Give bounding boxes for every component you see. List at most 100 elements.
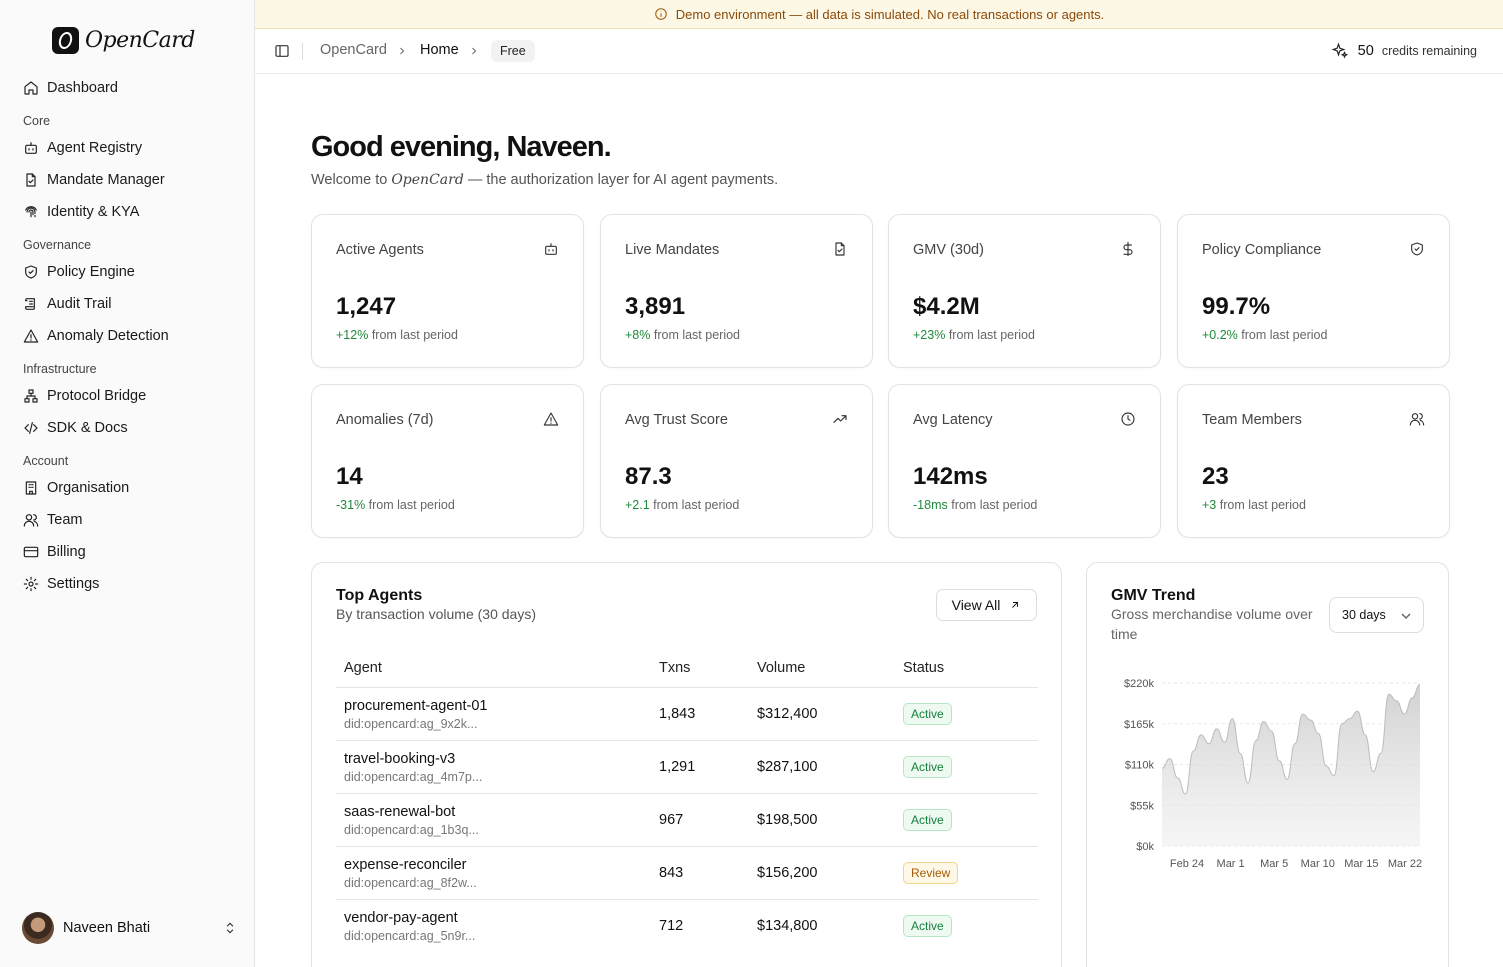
stat-delta-suffix: from last period [653, 498, 740, 512]
sidebar-item-organisation[interactable]: Organisation [16, 474, 238, 502]
x-tick-label: Mar 10 [1301, 858, 1335, 870]
alert-triangle-icon [543, 412, 559, 426]
stat-delta-suffix: from last period [653, 328, 741, 342]
demo-banner-text: Demo environment — all data is simulated… [675, 6, 1105, 22]
chevrons-up-down-icon [226, 922, 234, 934]
table-row[interactable]: expense-reconciler did:opencard:ag_8f2w.… [336, 847, 1038, 900]
stat-delta-value: +23% [913, 328, 946, 342]
sidebar-item-label: Dashboard [47, 80, 118, 96]
stat-value: $4.2M [913, 293, 980, 320]
sidebar-toggle-icon[interactable] [274, 43, 290, 59]
stat-title: Live Mandates [625, 242, 720, 258]
stat-title: Team Members [1202, 412, 1302, 428]
view-all-button[interactable]: View All [936, 589, 1037, 621]
users-icon [1409, 413, 1425, 426]
stat-card-anomalies[interactable]: Anomalies (7d) 14 -31% from last period [311, 384, 584, 538]
sidebar-item-mandate-manager[interactable]: Mandate Manager [16, 166, 238, 194]
credits-indicator: 50 credits remaining [1331, 42, 1477, 60]
stat-delta-value: -18ms [913, 498, 948, 512]
sidebar-item-identity-kya[interactable]: Identity & KYA [16, 198, 238, 226]
sidebar-item-label: Policy Engine [47, 264, 135, 280]
sidebar-item-anomaly-detection[interactable]: Anomaly Detection [16, 322, 238, 350]
breadcrumb-home[interactable]: Home [420, 42, 459, 58]
view-all-label: View All [951, 597, 1001, 613]
bot-icon [25, 142, 37, 154]
stat-delta: +3 from last period [1202, 498, 1306, 512]
agent-name: travel-booking-v3 [344, 751, 456, 767]
table-row[interactable]: saas-renewal-bot did:opencard:ag_1b3q...… [336, 794, 1038, 847]
x-tick-label: Feb 24 [1170, 858, 1204, 870]
stat-card-avg-trust-score[interactable]: Avg Trust Score 87.3 +2.1 from last peri… [600, 384, 873, 538]
column-header-status[interactable]: Status [903, 660, 945, 676]
status-badge: Active [903, 915, 952, 937]
sidebar-item-agent-registry[interactable]: Agent Registry [16, 134, 238, 162]
sidebar-item-label: Identity & KYA [47, 204, 140, 220]
top-agents-title: Top Agents [336, 587, 423, 604]
y-tick-label: $55k [1130, 800, 1154, 812]
stat-card-active-agents[interactable]: Active Agents 1,247 +12% from last perio… [311, 214, 584, 368]
credits-label: credits remaining [1381, 44, 1477, 58]
sidebar-item-team[interactable]: Team [16, 506, 238, 534]
logo-mark-icon [52, 27, 79, 54]
stat-delta: +23% from last period [913, 328, 1035, 342]
stat-delta: +2.1 from last period [625, 498, 739, 512]
sidebar: OpenCard Dashboard Core Agent Registry M… [0, 0, 255, 967]
range-select[interactable]: 30 days [1329, 597, 1424, 633]
breadcrumb-opencard[interactable]: OpenCard [320, 42, 387, 58]
sidebar-section-core: Core [23, 114, 51, 128]
stat-delta-value: +3 [1202, 498, 1217, 512]
stat-value: 87.3 [625, 463, 672, 490]
user-menu[interactable]: Naveen Bhati [22, 911, 237, 945]
column-header-agent[interactable]: Agent [344, 660, 382, 676]
sidebar-item-protocol-bridge[interactable]: Protocol Bridge [16, 382, 238, 410]
stat-title: Active Agents [336, 242, 424, 258]
sidebar-item-label: Agent Registry [47, 140, 143, 156]
stat-card-team-members[interactable]: Team Members 23 +3 from last period [1177, 384, 1450, 538]
sidebar-item-label: Settings [47, 576, 100, 592]
column-header-txns[interactable]: Txns [659, 660, 691, 676]
table-row[interactable]: travel-booking-v3 did:opencard:ag_4m7p..… [336, 741, 1038, 794]
stat-delta-suffix: from last period [1241, 328, 1328, 342]
chevron-down-icon [1401, 613, 1411, 620]
stat-delta-value: +0.2% [1202, 328, 1238, 342]
table-row[interactable]: vendor-pay-agent did:opencard:ag_5n9r...… [336, 900, 1038, 953]
stat-card-avg-latency[interactable]: Avg Latency 142ms -18ms from last period [888, 384, 1161, 538]
sidebar-item-label: Protocol Bridge [47, 388, 147, 404]
stat-delta-value: -31% [336, 498, 366, 512]
network-icon [24, 389, 38, 403]
plan-badge: Free [491, 40, 535, 62]
gmv-trend-card: GMV Trend Gross merchandise volume over … [1086, 562, 1449, 967]
file-check-icon [835, 242, 845, 256]
demo-banner: Demo environment — all data is simulated… [255, 0, 1503, 29]
y-tick-label: $165k [1124, 719, 1154, 731]
sidebar-item-billing[interactable]: Billing [16, 538, 238, 566]
sidebar-item-settings[interactable]: Settings [16, 570, 238, 598]
stat-value: 142ms [913, 463, 988, 490]
stat-card-live-mandates[interactable]: Live Mandates 3,891 +8% from last period [600, 214, 873, 368]
agent-txns: 843 [659, 865, 684, 881]
x-tick-label: Mar 22 [1388, 858, 1422, 870]
sidebar-item-dashboard[interactable]: Dashboard [16, 74, 238, 102]
chevron-right-icon [472, 47, 477, 55]
chevron-right-icon [400, 47, 405, 55]
x-tick-label: Mar 1 [1217, 858, 1245, 870]
status-badge: Review [903, 862, 959, 884]
logo[interactable]: OpenCard [52, 27, 195, 54]
stat-delta: +0.2% from last period [1202, 328, 1327, 342]
agent-name: expense-reconciler [344, 857, 467, 873]
sidebar-item-policy-engine[interactable]: Policy Engine [16, 258, 238, 286]
agent-did: did:opencard:ag_8f2w... [344, 876, 477, 890]
stat-delta-value: +2.1 [625, 498, 650, 512]
stat-value: 23 [1202, 463, 1229, 490]
sidebar-item-label: Billing [47, 544, 86, 560]
sidebar-item-sdk-docs[interactable]: SDK & Docs [16, 414, 238, 442]
sidebar-item-label: SDK & Docs [47, 420, 128, 436]
stat-delta-suffix: from last period [1219, 498, 1306, 512]
fingerprint-icon [25, 206, 37, 218]
table-row[interactable]: procurement-agent-01 did:opencard:ag_9x2… [336, 688, 1038, 741]
sidebar-item-audit-trail[interactable]: Audit Trail [16, 290, 238, 318]
credit-card-icon [23, 546, 39, 558]
stat-card-policy-compliance[interactable]: Policy Compliance 99.7% +0.2% from last … [1177, 214, 1450, 368]
column-header-volume[interactable]: Volume [757, 660, 806, 676]
stat-card-gmv[interactable]: GMV (30d) $4.2M +23% from last period [888, 214, 1161, 368]
